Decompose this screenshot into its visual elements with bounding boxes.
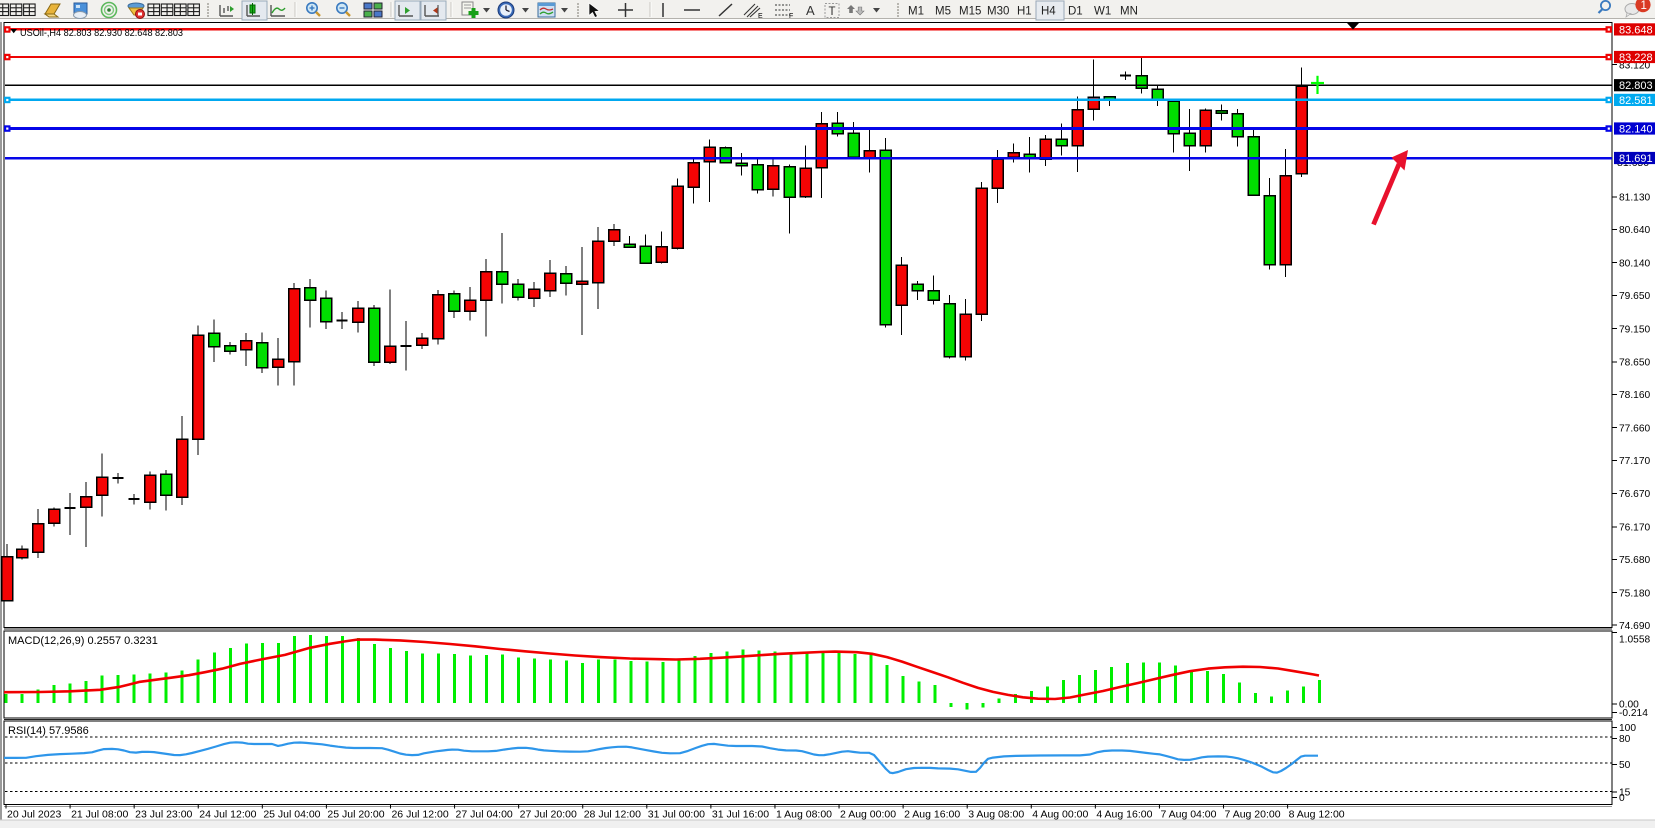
svg-text:RSI(14) 57.9586: RSI(14) 57.9586 bbox=[8, 725, 89, 737]
svg-text:4 Aug 16:00: 4 Aug 16:00 bbox=[1096, 809, 1152, 821]
svg-text:15: 15 bbox=[1619, 788, 1631, 799]
svg-text:80: 80 bbox=[1619, 734, 1631, 745]
svg-text:82.803: 82.803 bbox=[1619, 80, 1653, 92]
svg-text:0.00: 0.00 bbox=[1619, 700, 1639, 711]
svg-text:1 Aug 08:00: 1 Aug 08:00 bbox=[776, 809, 832, 821]
svg-text:M1: M1 bbox=[908, 6, 924, 18]
svg-text:USOil-,H4 82.803 82.930 82.64: USOil-,H4 82.803 82.930 82.648 82.803 bbox=[20, 27, 183, 39]
svg-text:7 Aug 20:00: 7 Aug 20:00 bbox=[1225, 809, 1281, 821]
svg-text:79.650: 79.650 bbox=[1619, 291, 1650, 302]
svg-text:M30: M30 bbox=[987, 6, 1009, 18]
svg-text:77.170: 77.170 bbox=[1619, 456, 1650, 467]
svg-text:-0.214: -0.214 bbox=[1619, 708, 1648, 719]
svg-text:81.130: 81.130 bbox=[1619, 193, 1650, 204]
svg-text:23 Jul 23:00: 23 Jul 23:00 bbox=[135, 809, 192, 821]
svg-text:4 Aug 00:00: 4 Aug 00:00 bbox=[1032, 809, 1088, 821]
svg-text:W1: W1 bbox=[1094, 6, 1111, 18]
svg-text:78.160: 78.160 bbox=[1619, 390, 1650, 401]
svg-text:8 Aug 12:00: 8 Aug 12:00 bbox=[1289, 809, 1345, 821]
svg-text:H4: H4 bbox=[1041, 6, 1056, 18]
svg-text:27 Jul 20:00: 27 Jul 20:00 bbox=[520, 809, 577, 821]
svg-text:31 Jul 16:00: 31 Jul 16:00 bbox=[712, 809, 769, 821]
svg-text:F: F bbox=[789, 13, 793, 20]
svg-text:100: 100 bbox=[1619, 723, 1636, 734]
svg-text:28 Jul 12:00: 28 Jul 12:00 bbox=[584, 809, 641, 821]
svg-text:79.150: 79.150 bbox=[1619, 324, 1650, 335]
svg-text:82.140: 82.140 bbox=[1619, 123, 1653, 135]
svg-text:3 Aug 08:00: 3 Aug 08:00 bbox=[968, 809, 1024, 821]
svg-text:83.648: 83.648 bbox=[1619, 24, 1653, 36]
svg-text:77.660: 77.660 bbox=[1619, 423, 1650, 434]
svg-text:2 Aug 00:00: 2 Aug 00:00 bbox=[840, 809, 896, 821]
svg-text:0: 0 bbox=[1619, 793, 1625, 804]
svg-text:78.650: 78.650 bbox=[1619, 358, 1650, 369]
svg-text:M15: M15 bbox=[959, 6, 981, 18]
svg-text:27 Jul 04:00: 27 Jul 04:00 bbox=[456, 809, 513, 821]
svg-text:24 Jul 12:00: 24 Jul 12:00 bbox=[199, 809, 256, 821]
svg-text:75.680: 75.680 bbox=[1619, 555, 1650, 566]
svg-text:7 Aug 04:00: 7 Aug 04:00 bbox=[1160, 809, 1216, 821]
svg-text:83.120: 83.120 bbox=[1619, 61, 1650, 72]
svg-text:21 Jul 08:00: 21 Jul 08:00 bbox=[71, 809, 128, 821]
svg-text:80.640: 80.640 bbox=[1619, 225, 1650, 236]
svg-text:74.690: 74.690 bbox=[1619, 621, 1650, 632]
svg-text:76.170: 76.170 bbox=[1619, 523, 1650, 534]
svg-text:76.670: 76.670 bbox=[1619, 489, 1650, 500]
svg-text:D1: D1 bbox=[1068, 6, 1083, 18]
svg-text:MACD(12,26,9) 0.2557 0.3231: MACD(12,26,9) 0.2557 0.3231 bbox=[8, 635, 158, 647]
svg-text:MN: MN bbox=[1120, 6, 1138, 18]
svg-text:1.0558: 1.0558 bbox=[1619, 634, 1650, 645]
svg-text:1: 1 bbox=[1641, 0, 1647, 12]
svg-text:75.180: 75.180 bbox=[1619, 588, 1650, 599]
svg-text:25 Jul 04:00: 25 Jul 04:00 bbox=[263, 809, 320, 821]
svg-text:H1: H1 bbox=[1017, 6, 1032, 18]
svg-text:20 Jul 2023: 20 Jul 2023 bbox=[7, 809, 61, 821]
svg-text:25 Jul 20:00: 25 Jul 20:00 bbox=[327, 809, 384, 821]
svg-text:83.228: 83.228 bbox=[1619, 52, 1653, 64]
svg-text:2 Aug 16:00: 2 Aug 16:00 bbox=[904, 809, 960, 821]
svg-text:82.581: 82.581 bbox=[1619, 95, 1653, 107]
svg-text:26 Jul 12:00: 26 Jul 12:00 bbox=[391, 809, 448, 821]
svg-text:M5: M5 bbox=[935, 6, 951, 18]
svg-text:80.140: 80.140 bbox=[1619, 258, 1650, 269]
svg-text:81.691: 81.691 bbox=[1619, 153, 1653, 165]
svg-text:A: A bbox=[806, 3, 815, 18]
svg-text:T: T bbox=[829, 6, 836, 18]
svg-text:E: E bbox=[758, 13, 763, 20]
svg-text:31 Jul 00:00: 31 Jul 00:00 bbox=[648, 809, 705, 821]
svg-text:50: 50 bbox=[1619, 760, 1631, 771]
